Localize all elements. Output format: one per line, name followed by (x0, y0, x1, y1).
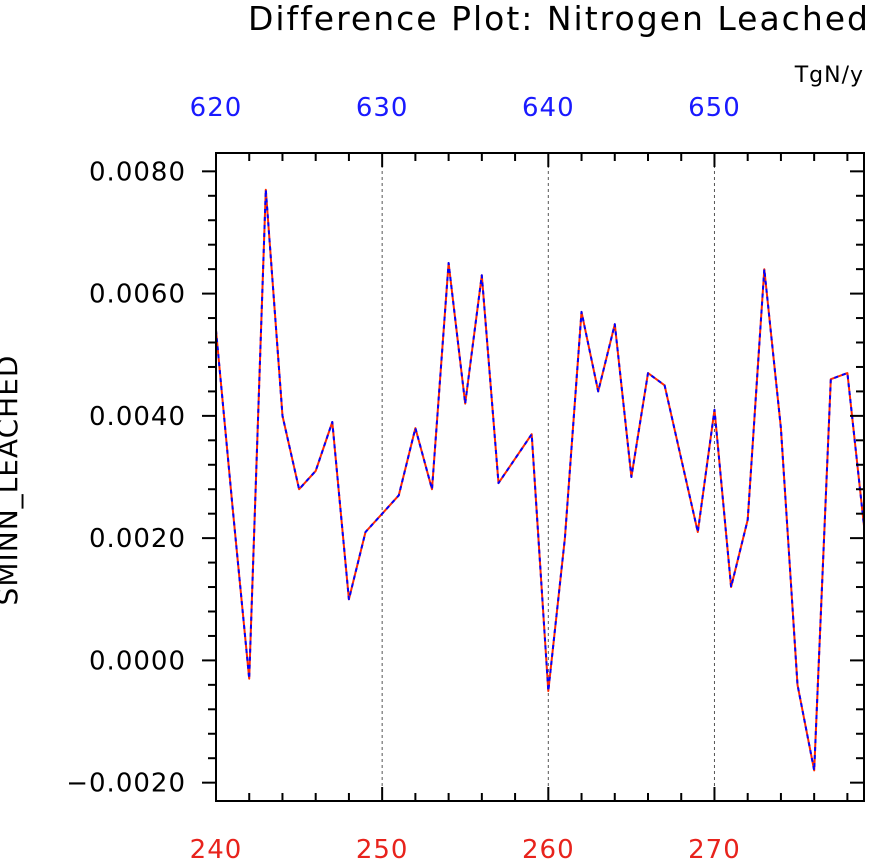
x-bottom-tick-label: 270 (688, 835, 741, 862)
y-tick-label: −0.0020 (66, 769, 186, 799)
chart-title: Difference Plot: Nitrogen Leached (248, 0, 870, 38)
x-bottom-tick-label: 250 (356, 835, 409, 862)
units-label: TgN/y (794, 63, 864, 88)
x-bottom-tick-label: 240 (190, 835, 243, 862)
x-top-tick-label: 650 (688, 93, 741, 123)
y-tick-labels: 0.0080 0.0060 0.0040 0.0020 0.0000 −0.0020 (66, 157, 186, 799)
y-tick-label: 0.0080 (89, 157, 186, 187)
grid-layer (381, 153, 715, 801)
x-bottom-tick-labels: 240 250 260 270 (190, 835, 741, 862)
series-line-1 (215, 188, 865, 772)
series-line-2 (215, 188, 865, 772)
plot-frame (215, 152, 865, 802)
plot-border (215, 152, 865, 802)
y-tick-label: 0.0040 (89, 402, 186, 432)
x-top-tick-label: 640 (522, 93, 575, 123)
tick-marks (202, 153, 864, 801)
x-bottom-tick-label: 260 (522, 835, 575, 862)
y-tick-label: 0.0020 (89, 524, 186, 554)
x-top-tick-label: 630 (356, 93, 409, 123)
x-top-tick-labels: 620 630 640 650 (190, 93, 741, 123)
x-top-tick-label: 620 (190, 93, 243, 123)
y-tick-label: 0.0060 (89, 280, 186, 310)
y-tick-label: 0.0000 (89, 646, 186, 676)
y-axis-label: SMINN_LEACHED (0, 355, 24, 606)
series-layer (215, 188, 865, 772)
